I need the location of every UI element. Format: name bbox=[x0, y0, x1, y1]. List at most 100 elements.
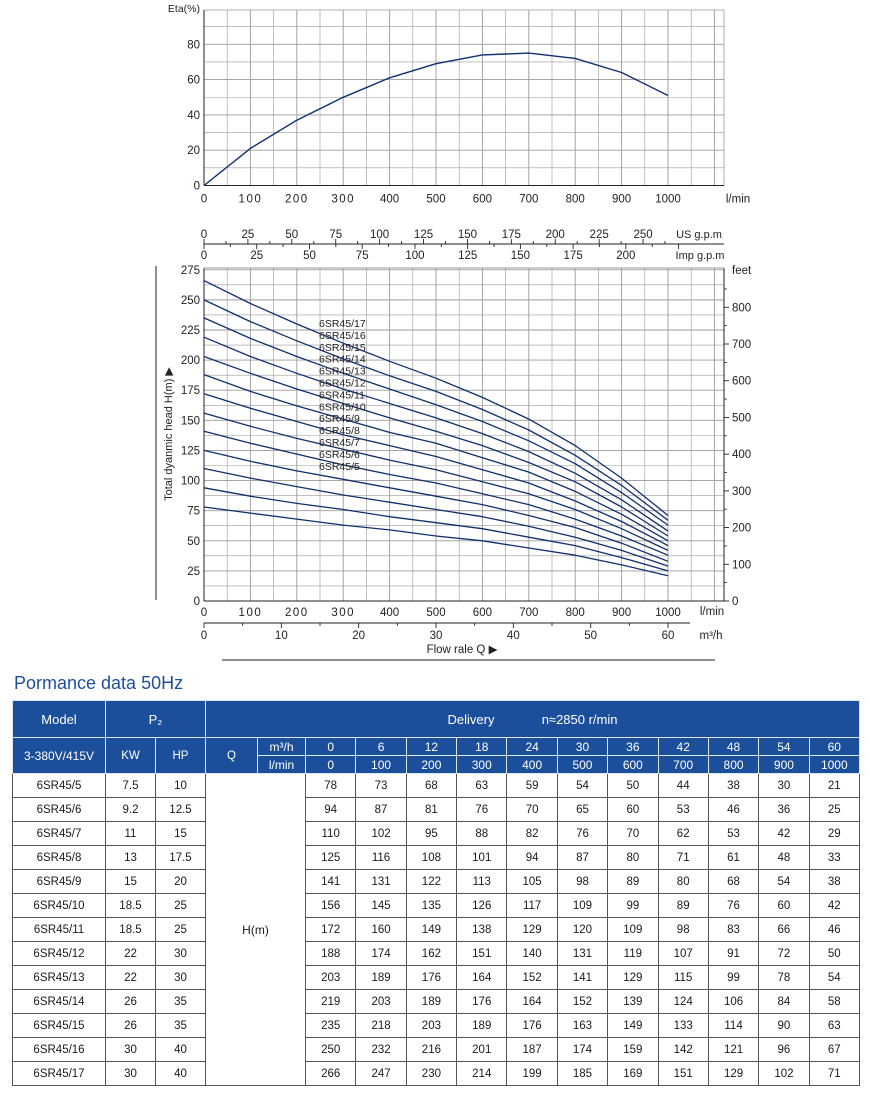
head-value-cell: 68 bbox=[405, 773, 458, 798]
head-value-cell: 235 bbox=[304, 1013, 357, 1038]
head-value-cell: 80 bbox=[657, 869, 709, 894]
kw-cell: 15 bbox=[105, 869, 156, 894]
head-value-cell: 129 bbox=[506, 917, 558, 942]
head-value-cell: 94 bbox=[506, 845, 558, 870]
model-cell: 6SR45/9 bbox=[12, 869, 106, 894]
table-row: 6SR45/6 9.2 12.5 94 87 81 76 70 65 60 53 46 36 25 bbox=[12, 797, 861, 822]
head-value-cell: 91 bbox=[707, 941, 760, 966]
head-x-tick-label: 500 bbox=[426, 607, 445, 619]
head-value-cell: 174 bbox=[355, 941, 407, 966]
head-value-cell: 83 bbox=[707, 917, 760, 942]
performance-table: Model P₂ Delivery n≈2850 r/min 3-380V/41… bbox=[12, 700, 861, 1086]
model-cell: 6SR45/17 bbox=[12, 1061, 106, 1086]
hp-cell: 40 bbox=[155, 1037, 206, 1062]
head-value-cell: 89 bbox=[657, 893, 709, 918]
flow-lmin-header: 700 bbox=[657, 755, 709, 774]
head-value-cell: 88 bbox=[456, 821, 508, 846]
head-y-tick-label: 100 bbox=[181, 476, 200, 488]
flow-lmin-header: 200 bbox=[405, 755, 458, 774]
head-value-cell: 164 bbox=[456, 965, 508, 990]
impgpm-tick-label: 175 bbox=[564, 250, 583, 262]
head-value-cell: 46 bbox=[808, 917, 861, 942]
head-value-cell: 44 bbox=[657, 773, 709, 798]
usgpm-tick-label: 150 bbox=[458, 229, 477, 241]
head-value-cell: 54 bbox=[556, 773, 609, 798]
hp-cell: 12.5 bbox=[155, 797, 206, 822]
head-value-cell: 29 bbox=[808, 821, 861, 846]
table-row: 6SR45/14 26 35 219 203 189 176 164 152 139 124 106 8… bbox=[12, 989, 861, 1014]
head-value-cell: 199 bbox=[506, 1061, 558, 1086]
impgpm-unit-label: Imp g.p.m bbox=[676, 250, 725, 262]
head-value-cell: 201 bbox=[456, 1037, 508, 1062]
usgpm-tick-label: 125 bbox=[414, 229, 433, 241]
head-value-cell: 125 bbox=[304, 845, 357, 870]
head-value-cell: 214 bbox=[456, 1061, 508, 1086]
head-value-cell: 61 bbox=[707, 845, 760, 870]
feet-tick-label: 0 bbox=[732, 596, 738, 608]
head-curve bbox=[203, 280, 669, 517]
head-value-cell: 172 bbox=[304, 917, 357, 942]
table-row: 6SR45/9 15 20 141 131 122 113 105 98 89 80 68 54 38 bbox=[12, 869, 861, 894]
hp-cell: 35 bbox=[155, 989, 206, 1014]
head-x-tick-label: 800 bbox=[566, 607, 585, 619]
head-value-cell: 156 bbox=[304, 893, 357, 918]
head-value-cell: 203 bbox=[355, 989, 407, 1014]
eta-x-tick-label: 1000 bbox=[655, 194, 681, 206]
head-value-cell: 109 bbox=[607, 917, 659, 942]
flow-rate-label: Flow rale Q ▶ bbox=[427, 644, 499, 656]
series-label: 6SR45/13 bbox=[319, 366, 366, 378]
table-row: 6SR45/11 18.5 25 172 160 149 138 129 120 109 98 83 6… bbox=[12, 917, 861, 942]
feet-tick-label: 500 bbox=[732, 412, 751, 424]
head-value-cell: 58 bbox=[808, 989, 861, 1014]
head-value-cell: 50 bbox=[607, 773, 659, 798]
head-x-tick-label: 700 bbox=[519, 607, 538, 619]
head-value-cell: 76 bbox=[556, 821, 609, 846]
head-value-cell: 107 bbox=[657, 941, 709, 966]
m3h-tick-label: 10 bbox=[275, 630, 288, 642]
eta-x-tick-label: 500 bbox=[426, 194, 445, 206]
head-x-tick-label: 300 bbox=[331, 607, 355, 619]
head-value-cell: 218 bbox=[355, 1013, 407, 1038]
head-value-cell: 76 bbox=[456, 797, 508, 822]
hp-header: HP bbox=[155, 737, 206, 774]
delivery-header: Delivery n≈2850 r/min bbox=[205, 700, 860, 738]
flow-m3h-header: 18 bbox=[456, 737, 508, 756]
eta-x-tick-label: 800 bbox=[566, 194, 585, 206]
head-value-cell: 102 bbox=[758, 1061, 810, 1086]
voltage-header: 3-380V/415V bbox=[12, 737, 106, 774]
head-y-tick-label: 225 bbox=[181, 325, 200, 337]
lmin-unit-header: l/min bbox=[257, 755, 306, 774]
usgpm-tick-label: 250 bbox=[633, 229, 652, 241]
head-value-cell: 101 bbox=[456, 845, 508, 870]
impgpm-tick-label: 150 bbox=[511, 250, 530, 262]
head-value-cell: 250 bbox=[304, 1037, 357, 1062]
m3h-unit-header: m³/h bbox=[257, 737, 306, 756]
hp-cell: 30 bbox=[155, 965, 206, 990]
series-label: 6SR45/10 bbox=[319, 401, 366, 413]
head-value-cell: 105 bbox=[506, 869, 558, 894]
head-value-cell: 53 bbox=[707, 821, 760, 846]
head-value-cell: 145 bbox=[355, 893, 407, 918]
eta-x-unit-label: l/min bbox=[726, 194, 750, 206]
usgpm-tick-label: 200 bbox=[546, 229, 565, 241]
head-value-cell: 48 bbox=[758, 845, 810, 870]
flow-lmin-header: 600 bbox=[607, 755, 659, 774]
head-value-cell: 152 bbox=[556, 989, 609, 1014]
head-value-cell: 50 bbox=[808, 941, 861, 966]
flow-lmin-header: 900 bbox=[758, 755, 810, 774]
usgpm-tick-label: 75 bbox=[329, 229, 342, 241]
head-value-cell: 90 bbox=[758, 1013, 810, 1038]
table-row: 6SR45/12 22 30 188 174 162 151 140 131 119 107 91 72… bbox=[12, 941, 861, 966]
delivery-label: Delivery bbox=[447, 711, 495, 727]
head-value-cell: 176 bbox=[456, 989, 508, 1014]
head-value-cell: 66 bbox=[758, 917, 810, 942]
hp-cell: 20 bbox=[155, 869, 206, 894]
feet-tick-label: 700 bbox=[732, 339, 751, 351]
impgpm-tick-label: 50 bbox=[303, 250, 316, 262]
head-curve bbox=[203, 393, 669, 547]
head-x-unit-label: l/min bbox=[700, 606, 724, 618]
head-curve bbox=[203, 506, 669, 577]
model-cell: 6SR45/8 bbox=[12, 845, 106, 870]
table-row: 6SR45/16 30 40 250 232 216 201 187 174 159 142 121 9… bbox=[12, 1037, 861, 1062]
head-value-cell: 94 bbox=[304, 797, 357, 822]
